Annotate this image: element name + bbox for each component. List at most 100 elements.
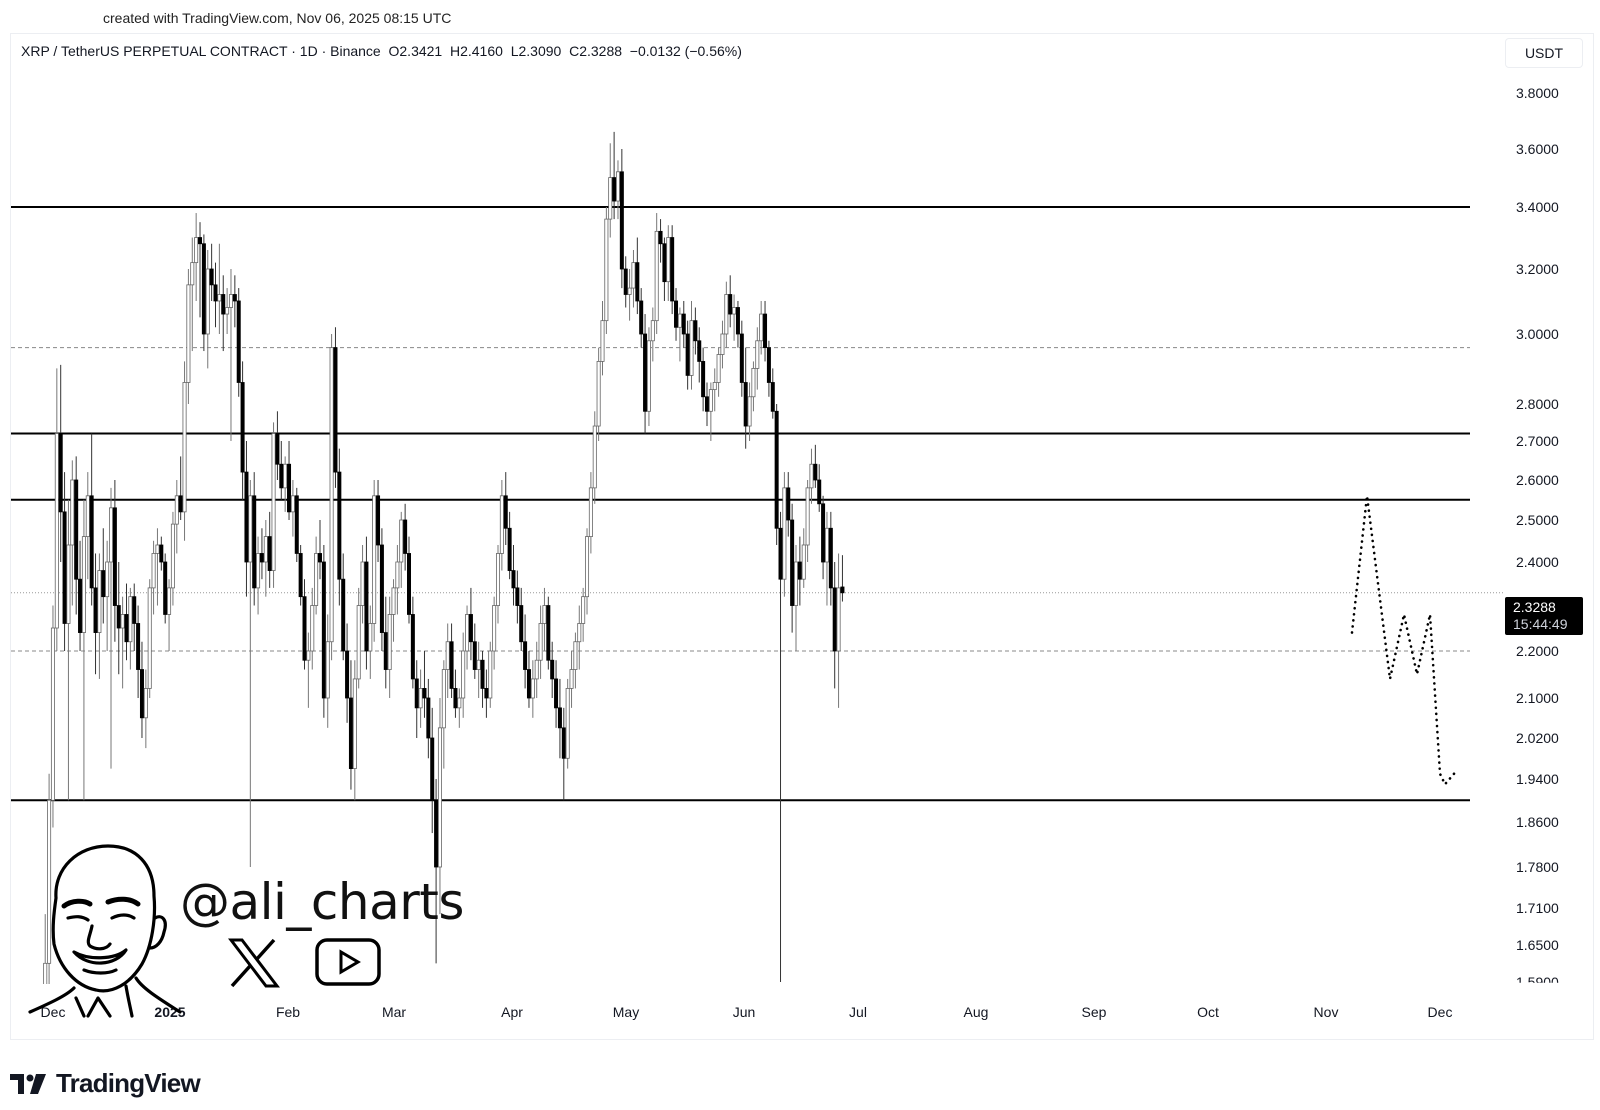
bull-candle xyxy=(399,519,404,563)
bear-candle xyxy=(643,333,648,412)
bull-candle xyxy=(314,553,319,606)
price-tick: 2.6000 xyxy=(1516,472,1559,488)
bull-candle xyxy=(836,587,841,652)
youtube-icon[interactable] xyxy=(314,937,382,987)
tradingview-logo[interactable]: TradingView xyxy=(10,1068,201,1099)
bull-candle xyxy=(167,587,172,615)
bear-candle xyxy=(414,678,419,709)
bear-candle xyxy=(383,632,388,670)
symbol-legend: XRP / TetherUS PERPETUAL CONTRACT · 1D ·… xyxy=(21,43,742,59)
bull-candle xyxy=(109,507,114,563)
bull-candle xyxy=(782,487,787,580)
bull-candle xyxy=(329,347,334,643)
bull-candle xyxy=(143,688,148,719)
bull-candle xyxy=(248,495,253,563)
bear-candle xyxy=(244,471,249,563)
bull-candle xyxy=(54,433,59,629)
bear-candle xyxy=(472,641,477,670)
bear-candle xyxy=(770,382,775,412)
bear-candle xyxy=(658,230,663,245)
bull-candle xyxy=(677,313,682,328)
bear-candle xyxy=(739,333,744,383)
bear-candle xyxy=(561,727,566,759)
bear-candle xyxy=(523,641,528,670)
bear-candle xyxy=(259,553,264,563)
bear-candle xyxy=(519,605,524,643)
chart-frame xyxy=(10,33,1594,1040)
bear-candle xyxy=(693,320,698,342)
bear-candle xyxy=(434,799,439,868)
bull-candle xyxy=(809,463,814,489)
bear-candle xyxy=(376,495,381,546)
bear-candle xyxy=(275,433,280,465)
price-tick: 3.2000 xyxy=(1516,261,1559,277)
bear-candle xyxy=(198,237,203,245)
bear-candle xyxy=(348,697,353,769)
bear-candle xyxy=(635,262,640,302)
bear-candle xyxy=(74,479,79,580)
bull-candle xyxy=(650,320,655,342)
bull-candle xyxy=(256,553,261,589)
price-tick: 1.8600 xyxy=(1516,814,1559,830)
bull-candle xyxy=(631,262,636,289)
bear-candle xyxy=(813,463,818,481)
price-tick: 3.4000 xyxy=(1516,199,1559,215)
bull-candle xyxy=(608,177,613,220)
bull-candle xyxy=(190,262,195,286)
bull-candle xyxy=(325,641,330,699)
bear-candle xyxy=(557,707,562,729)
bear-candle xyxy=(287,463,292,513)
bull-candle xyxy=(391,587,396,615)
bear-candle xyxy=(790,519,795,606)
bull-candle xyxy=(445,641,450,670)
bull-candle xyxy=(352,678,357,769)
bear-candle xyxy=(410,614,415,680)
price-tick: 1.5900 xyxy=(1516,974,1559,990)
bull-candle xyxy=(461,650,466,699)
bear-candle xyxy=(136,623,141,670)
bear-candle xyxy=(828,527,833,589)
bull-candle xyxy=(499,495,504,554)
bull-candle xyxy=(600,320,605,362)
bull-candle xyxy=(182,382,187,513)
bull-candle xyxy=(712,382,717,391)
bear-candle xyxy=(511,570,516,589)
time-tick: Oct xyxy=(1197,1004,1219,1020)
bull-candle xyxy=(488,650,493,699)
bear-candle xyxy=(345,650,350,699)
bear-candle xyxy=(406,553,411,615)
price-tick: 2.5000 xyxy=(1516,512,1559,528)
projection-path[interactable] xyxy=(1350,495,1456,787)
bull-candle xyxy=(310,605,315,652)
bear-candle xyxy=(468,614,473,643)
bull-candle xyxy=(542,605,547,624)
bear-candle xyxy=(526,669,531,699)
bull-candle xyxy=(283,463,288,489)
bull-candle xyxy=(569,669,574,689)
bear-candle xyxy=(774,410,779,529)
author-handle: @ali_charts xyxy=(180,873,464,931)
bear-candle xyxy=(681,313,686,335)
bear-candle xyxy=(778,527,783,580)
bull-candle xyxy=(585,536,590,598)
bull-candle xyxy=(120,614,125,629)
bull-candle xyxy=(170,523,175,589)
bull-candle xyxy=(194,237,199,264)
bear-candle xyxy=(379,544,384,633)
bear-candle xyxy=(221,294,226,315)
time-tick: Jul xyxy=(849,1004,867,1020)
bear-candle xyxy=(430,737,435,801)
bull-candle xyxy=(47,799,52,964)
bull-candle xyxy=(290,495,295,513)
bear-candle xyxy=(453,688,458,709)
bull-candle xyxy=(70,479,75,546)
symbol-title[interactable]: XRP / TetherUS PERPETUAL CONTRACT · 1D ·… xyxy=(21,43,381,59)
bull-candle xyxy=(43,962,48,984)
x-logo-icon[interactable] xyxy=(228,938,280,988)
bear-candle xyxy=(139,669,144,719)
bear-candle xyxy=(236,300,241,383)
currency-button[interactable]: USDT xyxy=(1505,38,1583,68)
bear-candle xyxy=(623,268,628,295)
bear-candle xyxy=(333,347,338,473)
